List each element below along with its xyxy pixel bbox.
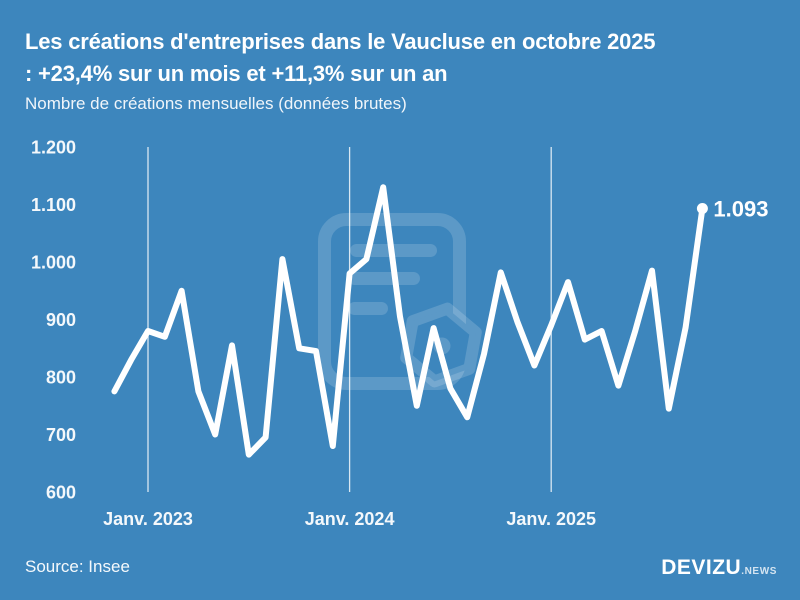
- chart-title-line2: : +23,4% sur un mois et +11,3% sur un an: [25, 61, 448, 86]
- chart-header: Les créations d'entreprises dans le Vauc…: [25, 26, 787, 114]
- source-caption: Source: Insee: [25, 557, 130, 576]
- endpoint-value-label: 1.093: [713, 197, 768, 222]
- x-axis-label: Janv. 2025: [506, 509, 596, 529]
- y-axis-label: 1.000: [31, 253, 76, 273]
- chart-subtitle: Nombre de créations mensuelles (données …: [25, 94, 407, 113]
- y-axis-label: 700: [46, 425, 76, 445]
- chart-title-line1: Les créations d'entreprises dans le Vauc…: [25, 29, 656, 54]
- y-axis-label: 800: [46, 368, 76, 388]
- brand-logo-suffix: .NEWS: [741, 566, 777, 577]
- y-axis-label: 600: [46, 483, 76, 503]
- data-line: [111, 184, 706, 458]
- endpoint-marker: [696, 203, 708, 215]
- y-axis-label: 900: [46, 310, 76, 330]
- x-axis-label: Janv. 2023: [103, 509, 193, 529]
- brand-logo: DEVIZU .NEWS: [661, 556, 777, 580]
- x-axis-label: Janv. 2024: [305, 509, 395, 529]
- y-axis-label: 1.200: [31, 138, 76, 158]
- y-axis-label: 1.100: [31, 195, 76, 215]
- brand-logo-text: DEVIZU: [661, 556, 742, 579]
